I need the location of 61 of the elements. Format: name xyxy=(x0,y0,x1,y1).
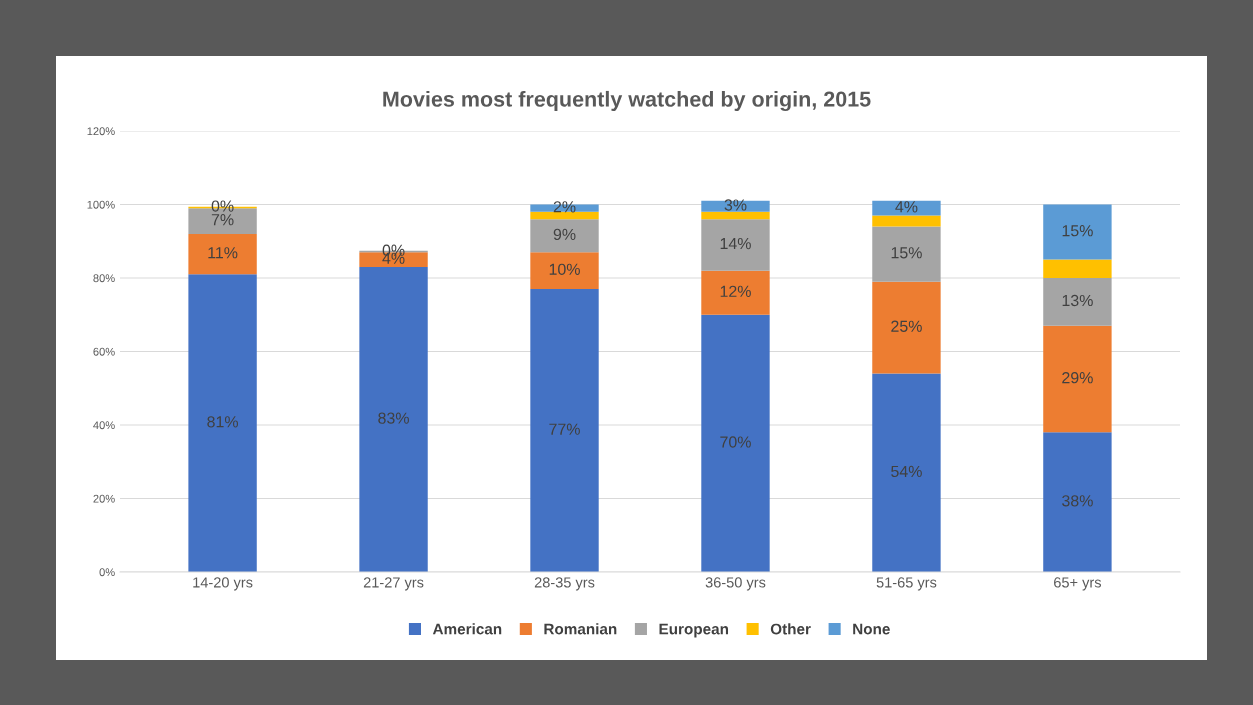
legend-label: None xyxy=(853,623,890,635)
bar xyxy=(872,200,941,216)
data-label: 3% xyxy=(724,199,747,211)
x-tick-label: 36-50 yrs xyxy=(705,577,766,591)
bar xyxy=(872,281,941,374)
bar xyxy=(530,219,599,253)
x-tick-label: 14-20 yrs xyxy=(193,577,253,591)
legend-label: European xyxy=(659,623,729,638)
data-label: 25% xyxy=(891,320,922,332)
data-label: 13% xyxy=(1062,294,1093,307)
legend-label: Other xyxy=(770,623,811,635)
bar xyxy=(188,274,257,572)
bar xyxy=(1043,204,1112,260)
bar xyxy=(872,215,941,227)
bar xyxy=(872,373,941,572)
y-tick-label: 100% xyxy=(87,200,115,209)
data-label: 9% xyxy=(553,228,576,241)
data-label: 77% xyxy=(549,423,580,435)
bar xyxy=(188,233,257,275)
y-tick-label: 20% xyxy=(93,494,115,503)
bar xyxy=(530,211,599,220)
data-label: 11% xyxy=(208,247,238,259)
bar xyxy=(1043,278,1112,326)
y-tick-label: 80% xyxy=(93,274,115,283)
bar xyxy=(701,219,770,271)
bar xyxy=(701,314,770,572)
data-label: 7% xyxy=(211,214,234,226)
bar xyxy=(1043,432,1112,572)
data-label: 10% xyxy=(549,263,580,275)
data-label: 70% xyxy=(720,436,751,448)
bar xyxy=(359,266,428,572)
data-label: 83% xyxy=(378,412,409,424)
data-label: 38% xyxy=(1062,495,1093,507)
x-tick-label: 28-35 yrs xyxy=(534,577,595,591)
bar xyxy=(701,270,770,315)
y-tick-label: 0% xyxy=(99,568,115,577)
bar xyxy=(701,200,770,212)
y-tick-label: 60% xyxy=(93,347,115,356)
y-tick-label: 40% xyxy=(93,421,115,430)
chart-title: Movies most frequently watched by origin, 2015 xyxy=(383,90,871,112)
bar xyxy=(530,252,599,290)
data-label: 2% xyxy=(553,201,576,213)
x-tick-label: 65+ yrs xyxy=(1054,577,1102,591)
bar xyxy=(872,226,941,282)
bar xyxy=(1043,325,1112,433)
x-tick-label: 51-65 yrs xyxy=(876,577,937,591)
data-label: 81% xyxy=(207,416,238,428)
bar xyxy=(701,211,770,220)
data-label: 4% xyxy=(895,201,918,213)
data-label: 12% xyxy=(720,285,751,297)
x-tick-label: 21-27 yrs xyxy=(363,577,424,591)
legend-label: Romanian xyxy=(544,623,617,635)
y-tick-label: 120% xyxy=(87,127,115,136)
data-label: 14% xyxy=(720,237,751,250)
bar xyxy=(1043,259,1112,278)
data-label: 15% xyxy=(891,247,922,259)
data-label: 15% xyxy=(1062,225,1093,237)
data-label: 29% xyxy=(1062,372,1093,384)
data-label: 54% xyxy=(891,465,922,478)
bar xyxy=(530,289,599,572)
legend-label: American xyxy=(432,623,502,635)
